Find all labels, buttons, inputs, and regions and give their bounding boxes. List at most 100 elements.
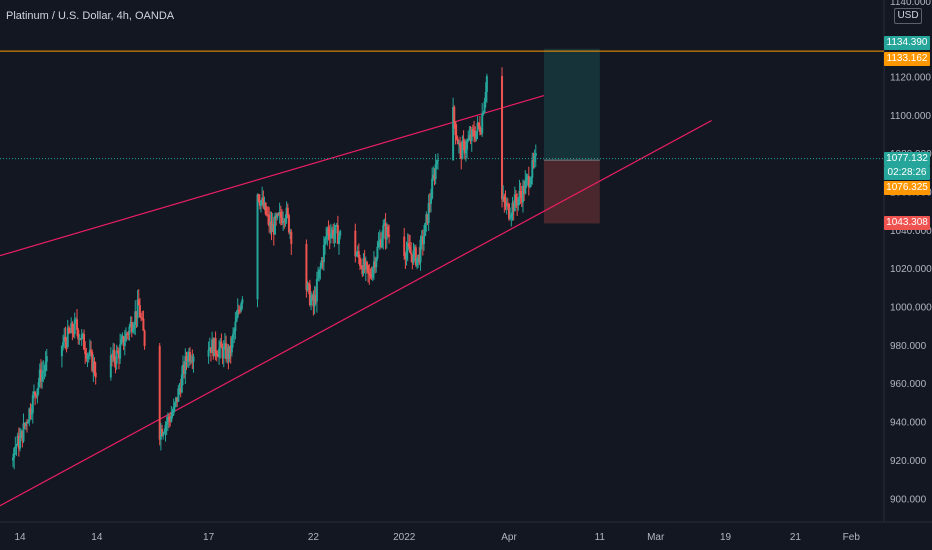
candle-body: [417, 254, 420, 258]
candle-body: [509, 217, 512, 219]
candle-body: [329, 233, 332, 239]
candle-body: [475, 131, 478, 140]
candle-body: [219, 341, 222, 349]
candle-body: [273, 215, 276, 235]
candle-body: [66, 327, 69, 348]
candle-body: [314, 295, 317, 302]
candle-body: [313, 295, 316, 307]
candle-body: [178, 388, 181, 390]
candle-body: [433, 174, 436, 180]
candle-body: [184, 356, 187, 375]
candle-body: [382, 225, 385, 239]
candle-body: [310, 298, 313, 306]
candle-body: [228, 345, 231, 359]
candle-body: [425, 214, 428, 224]
candle-body: [25, 422, 28, 424]
candle-body: [460, 147, 463, 160]
candle-body: [116, 350, 119, 353]
candle-body: [63, 336, 66, 343]
candle-body: [428, 203, 431, 205]
candle-body: [17, 435, 20, 449]
candle-body: [531, 160, 534, 178]
candle-body: [503, 196, 506, 202]
candle-body: [372, 261, 375, 269]
candle-body: [24, 422, 27, 426]
x-tick-label: 22: [308, 532, 320, 543]
candle-body: [34, 391, 37, 395]
candle-body: [177, 388, 180, 402]
candle-body: [173, 402, 176, 407]
candle-body: [20, 430, 23, 438]
candle-body: [257, 194, 260, 201]
candle-body: [131, 329, 134, 333]
candle-body: [371, 268, 374, 278]
candle-body: [236, 309, 239, 318]
candle-body: [532, 160, 535, 163]
candle-body: [169, 419, 172, 422]
candle-body: [385, 226, 388, 240]
candle-body: [512, 202, 515, 212]
countdown-tag: 02:28:26: [884, 165, 930, 180]
y-tick-label: 960.000: [890, 379, 927, 390]
candle-body: [469, 135, 472, 141]
candle-body: [141, 317, 144, 319]
candle-body: [14, 446, 17, 449]
candle-body: [516, 201, 519, 206]
candle-body: [278, 211, 281, 215]
candle-body: [165, 422, 168, 425]
candle-body: [410, 252, 413, 255]
candle-body: [86, 355, 89, 359]
candle-body: [122, 336, 125, 347]
candle-body: [237, 309, 240, 311]
candle-body: [409, 246, 412, 253]
candle-body: [182, 364, 184, 375]
candle-body: [15, 445, 18, 447]
candle-body: [435, 160, 438, 165]
candle-body: [517, 198, 520, 206]
x-tick-label: 17: [203, 532, 215, 543]
candle-body: [269, 221, 272, 227]
candle-body: [42, 371, 45, 373]
candle-body: [12, 457, 15, 461]
candle-body: [81, 333, 84, 335]
candle-body: [286, 207, 289, 216]
candle-body: [485, 76, 488, 92]
candle-body: [521, 185, 524, 203]
candle-body: [423, 235, 426, 245]
candle-body: [72, 332, 75, 334]
candle-body: [220, 341, 223, 348]
candle-body: [338, 235, 341, 244]
x-tick-label: Feb: [843, 532, 861, 543]
currency-label[interactable]: USD: [894, 8, 922, 24]
candle-body: [411, 254, 414, 263]
y-tick-label: 1040.000: [890, 226, 932, 237]
candle-body: [234, 321, 237, 331]
candle-body: [70, 323, 73, 334]
candle-body: [474, 136, 477, 140]
candle-body: [464, 149, 467, 154]
candle-body: [76, 319, 79, 330]
candle-body: [407, 243, 410, 247]
y-tick-label: 1000.000: [890, 303, 932, 314]
candle-body: [456, 138, 459, 145]
candle-body: [158, 346, 161, 440]
candle-body: [123, 341, 126, 347]
candle-body: [135, 311, 138, 319]
candle-body: [354, 230, 357, 257]
candle-body: [21, 430, 24, 442]
candle-body: [35, 394, 38, 397]
candle-body: [311, 295, 314, 299]
candle-body: [19, 437, 21, 449]
candle-body: [260, 200, 263, 206]
candle-body: [186, 360, 189, 362]
candle-body: [275, 215, 278, 218]
candle-body: [377, 243, 380, 247]
candle-body: [44, 361, 47, 371]
candle-body: [65, 341, 68, 348]
candle-body: [268, 214, 271, 227]
candle-body: [27, 421, 30, 424]
candle-body: [461, 140, 464, 160]
chart-grid: [0, 0, 932, 523]
candle-body: [467, 138, 470, 142]
